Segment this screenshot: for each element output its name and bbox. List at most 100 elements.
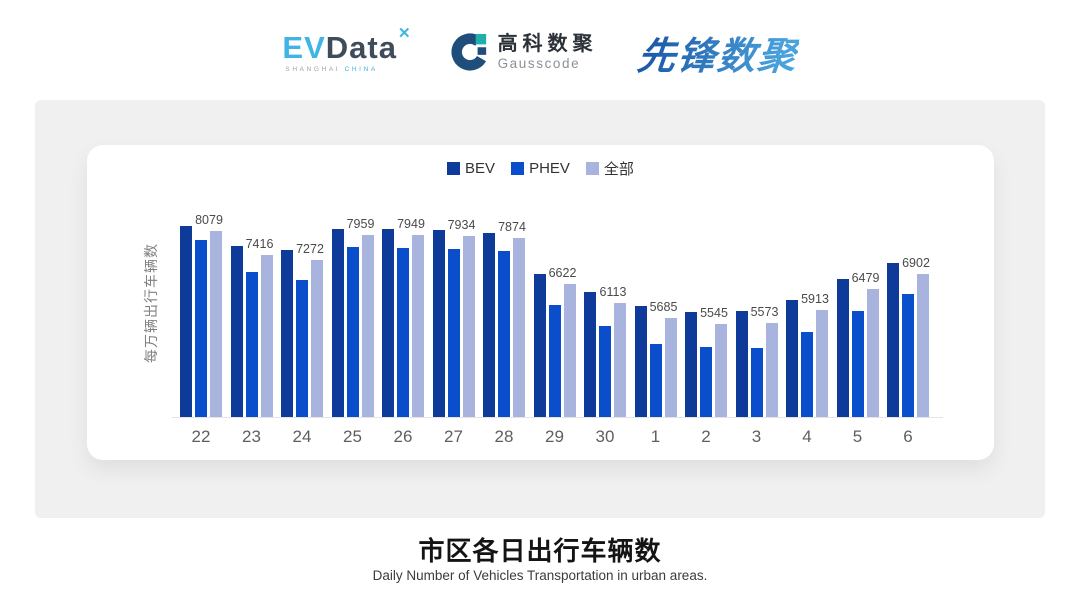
page-title: 市区各日出行车辆数 <box>418 536 662 566</box>
bar-group: 6113 30 <box>584 285 626 446</box>
bar-bev[interactable] <box>230 246 243 417</box>
bar-all[interactable] <box>462 235 475 417</box>
value-label: 7959 <box>346 216 375 231</box>
value-label: 8079 <box>195 212 223 227</box>
bar-group: 6479 5 <box>836 271 879 446</box>
legend-swatch-icon <box>585 162 599 175</box>
gausscode-icon <box>451 33 489 71</box>
x-tick-label: 1 <box>650 427 661 446</box>
bar-all[interactable] <box>614 302 626 417</box>
evdata-sub-right: CHINA <box>344 65 378 73</box>
gausscode-text: 高科数聚 Gausscode <box>498 33 598 72</box>
bar-phev[interactable] <box>195 240 207 417</box>
legend-swatch-icon <box>511 162 525 175</box>
pioneer-logo: 先锋数聚 <box>635 25 801 80</box>
bar-all[interactable] <box>260 254 273 417</box>
bar-phev[interactable] <box>851 310 864 417</box>
bar-bev[interactable] <box>533 274 546 417</box>
bar-bev[interactable] <box>786 299 798 417</box>
legend-item-phev[interactable]: PHEV <box>511 160 570 177</box>
bar-all[interactable] <box>917 273 929 417</box>
legend-item-bev[interactable]: BEV <box>447 160 495 177</box>
x-tick-label: 5 <box>852 427 863 446</box>
value-label: 7934 <box>447 217 476 232</box>
bar-all[interactable] <box>563 284 576 417</box>
bar-group: 7934 27 <box>432 218 475 446</box>
x-tick-label: 23 <box>242 427 261 446</box>
bar-bev[interactable] <box>634 305 647 417</box>
bar-phev[interactable] <box>296 279 308 417</box>
bar-bev[interactable] <box>836 278 849 417</box>
bar-all[interactable] <box>765 322 778 417</box>
value-label: 6902 <box>902 255 930 270</box>
bar-all[interactable] <box>816 310 828 417</box>
bar-groups: 8079 22 7416 23 7272 24 7959 25 7949 26 7934 27 7874… <box>172 212 943 446</box>
bar-phev[interactable] <box>902 294 914 417</box>
legend-label: BEV <box>465 160 496 177</box>
bar-bev[interactable] <box>483 232 495 417</box>
bar-phev[interactable] <box>346 247 359 417</box>
value-label: 7949 <box>397 217 425 232</box>
x-tick-label: 3 <box>751 427 762 446</box>
x-tick-label: 30 <box>595 427 615 446</box>
bar-group: 7949 26 <box>382 217 425 446</box>
bar-bev[interactable] <box>281 250 293 417</box>
value-label: 7416 <box>245 236 274 251</box>
bar-all[interactable] <box>412 235 424 417</box>
evdata-data-text: Data <box>325 29 397 65</box>
bar-group: 5573 3 <box>735 305 778 446</box>
x-tick-label: 4 <box>802 427 812 446</box>
bar-all[interactable] <box>664 318 677 417</box>
bar-all[interactable] <box>715 323 727 417</box>
bar-group: 6622 29 <box>533 266 576 446</box>
evdata-logo: EV Data ✕ SHANGHAI CHINA <box>282 26 410 73</box>
x-tick-label: 28 <box>494 427 514 446</box>
bar-phev[interactable] <box>700 347 712 417</box>
gausscode-en: Gausscode <box>497 55 581 71</box>
bar-phev[interactable] <box>801 332 813 417</box>
legend-swatch-icon <box>447 162 461 175</box>
evdata-subtext: SHANGHAI CHINA <box>282 66 410 73</box>
bar-phev[interactable] <box>599 325 611 417</box>
bar-all[interactable] <box>866 289 879 417</box>
evdata-ev-text: EV <box>282 29 326 65</box>
chart-card: BEV PHEV 全部 每万辆出行车辆数 8079 22 7416 23 7272 24 795… <box>87 145 994 460</box>
bar-all[interactable] <box>311 260 323 417</box>
bar-bev[interactable] <box>382 229 394 417</box>
legend-item-all[interactable]: 全部 <box>585 158 634 179</box>
bar-bev[interactable] <box>331 228 344 417</box>
header-logos: EV Data ✕ SHANGHAI CHINA 高科数聚 Gausscode 先锋… <box>0 20 1080 84</box>
bar-phev[interactable] <box>397 248 409 417</box>
bar-group: 7272 24 <box>281 242 324 446</box>
evdata-sub-left: SHANGHAI <box>285 65 341 73</box>
bar-all[interactable] <box>513 238 525 417</box>
bar-bev[interactable] <box>180 226 192 417</box>
x-tick-label: 29 <box>545 427 564 446</box>
bar-phev[interactable] <box>245 272 258 417</box>
bar-all[interactable] <box>210 230 222 417</box>
bar-phev[interactable] <box>548 305 561 417</box>
legend-label: 全部 <box>603 161 634 178</box>
evdata-wordmark: EV Data ✕ <box>282 26 410 65</box>
value-label: 7272 <box>296 242 324 257</box>
bar-bev[interactable] <box>735 310 748 417</box>
bar-group: 6902 6 <box>887 256 930 446</box>
value-label: 7874 <box>498 220 526 234</box>
bar-group: 5685 1 <box>634 300 677 446</box>
x-tick-label: 25 <box>343 427 362 446</box>
x-tick-label: 22 <box>191 427 211 446</box>
bar-bev[interactable] <box>432 229 445 417</box>
bar-phev[interactable] <box>447 248 460 417</box>
bar-phev[interactable] <box>498 251 510 417</box>
bar-group: 5913 4 <box>786 292 829 446</box>
chart-legend: BEV PHEV 全部 <box>87 158 994 179</box>
bar-phev[interactable] <box>649 343 662 417</box>
bar-all[interactable] <box>361 234 374 417</box>
bar-bev[interactable] <box>584 291 596 417</box>
bar-phev[interactable] <box>750 348 763 417</box>
value-label: 5545 <box>700 305 728 320</box>
bar-group: 7874 28 <box>483 220 526 446</box>
bar-bev[interactable] <box>685 311 697 417</box>
bar-bev[interactable] <box>887 262 899 417</box>
